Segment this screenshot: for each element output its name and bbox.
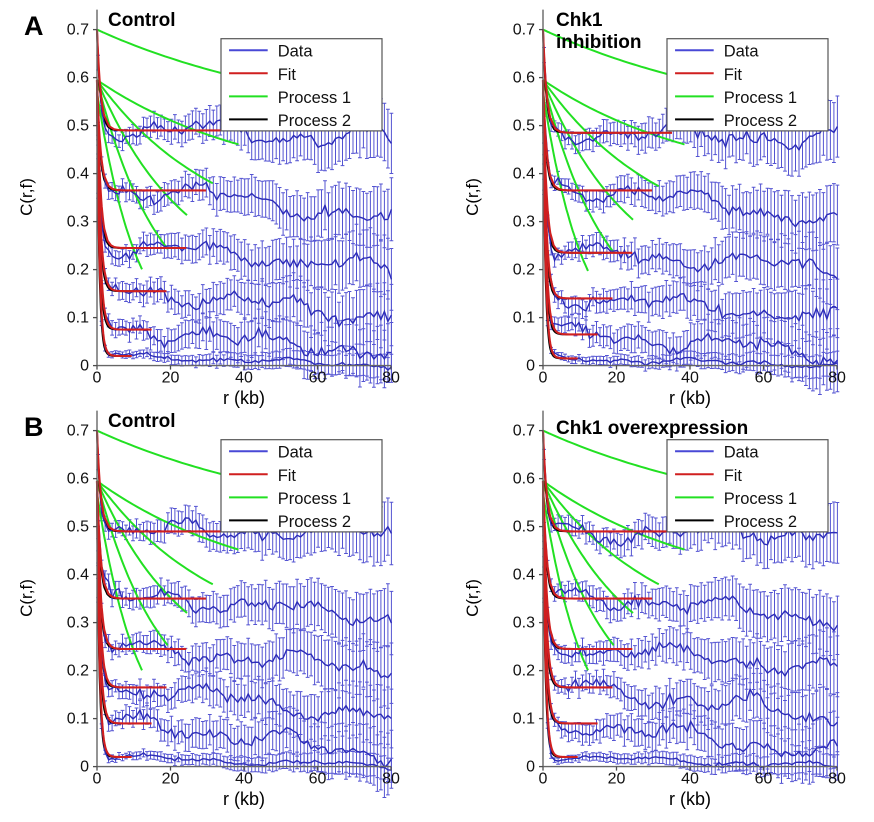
- svg-text:Process 1: Process 1: [278, 89, 351, 107]
- svg-text:Chk1 overexpression: Chk1 overexpression: [556, 418, 748, 439]
- svg-text:Control: Control: [108, 411, 176, 432]
- svg-text:0.4: 0.4: [513, 166, 535, 183]
- svg-text:Fit: Fit: [724, 467, 743, 485]
- svg-text:0: 0: [526, 759, 535, 776]
- svg-text:0.5: 0.5: [513, 118, 535, 135]
- svg-text:0: 0: [80, 358, 89, 375]
- svg-text:r (kb): r (kb): [669, 789, 711, 809]
- svg-text:Process 2: Process 2: [724, 112, 797, 130]
- svg-text:0.2: 0.2: [513, 663, 535, 680]
- svg-text:Data: Data: [278, 444, 314, 462]
- svg-text:Data: Data: [724, 43, 760, 61]
- svg-text:0.5: 0.5: [67, 519, 89, 536]
- svg-text:0.2: 0.2: [513, 262, 535, 279]
- svg-text:r (kb): r (kb): [669, 388, 711, 408]
- svg-text:Process 1: Process 1: [278, 490, 351, 508]
- svg-text:40: 40: [235, 771, 253, 788]
- svg-text:0: 0: [539, 771, 548, 788]
- svg-text:20: 20: [162, 771, 180, 788]
- svg-text:80: 80: [382, 771, 400, 788]
- svg-text:C(r,f): C(r,f): [463, 178, 482, 216]
- svg-text:0.6: 0.6: [67, 70, 89, 87]
- svg-text:C(r,f): C(r,f): [17, 579, 36, 617]
- svg-text:r (kb): r (kb): [223, 789, 265, 809]
- svg-text:Chk1: Chk1: [556, 10, 603, 31]
- svg-text:Process 2: Process 2: [278, 513, 351, 531]
- svg-text:20: 20: [608, 370, 626, 387]
- svg-text:60: 60: [309, 771, 327, 788]
- svg-text:Fit: Fit: [278, 66, 297, 84]
- svg-text:40: 40: [681, 771, 699, 788]
- svg-text:0.5: 0.5: [67, 118, 89, 135]
- svg-text:C(r,f): C(r,f): [17, 178, 36, 216]
- svg-text:Process 1: Process 1: [724, 89, 797, 107]
- svg-text:60: 60: [755, 370, 773, 387]
- svg-text:Control: Control: [108, 10, 176, 31]
- svg-text:80: 80: [382, 370, 400, 387]
- svg-text:0.3: 0.3: [67, 615, 89, 632]
- svg-text:0.6: 0.6: [67, 471, 89, 488]
- svg-text:0: 0: [539, 370, 548, 387]
- svg-text:80: 80: [828, 771, 846, 788]
- svg-text:Data: Data: [724, 444, 760, 462]
- svg-text:0: 0: [93, 771, 102, 788]
- svg-text:inhibition: inhibition: [556, 32, 641, 53]
- svg-text:Process 2: Process 2: [278, 112, 351, 130]
- svg-text:0: 0: [526, 358, 535, 375]
- svg-text:20: 20: [162, 370, 180, 387]
- svg-text:0.4: 0.4: [67, 166, 89, 183]
- svg-text:0.1: 0.1: [513, 310, 535, 327]
- svg-text:0.1: 0.1: [67, 310, 89, 327]
- svg-text:0.3: 0.3: [513, 214, 535, 231]
- svg-text:0.5: 0.5: [513, 519, 535, 536]
- svg-text:0.6: 0.6: [513, 471, 535, 488]
- svg-text:0.7: 0.7: [513, 423, 535, 440]
- svg-text:Process 2: Process 2: [724, 513, 797, 531]
- svg-text:40: 40: [681, 370, 699, 387]
- svg-text:0.4: 0.4: [513, 567, 535, 584]
- svg-text:0.6: 0.6: [513, 70, 535, 87]
- svg-text:60: 60: [309, 370, 327, 387]
- svg-text:0.1: 0.1: [67, 711, 89, 728]
- svg-text:Fit: Fit: [724, 66, 743, 84]
- svg-text:C(r,f): C(r,f): [463, 579, 482, 617]
- svg-text:Data: Data: [278, 43, 314, 61]
- svg-text:0: 0: [80, 759, 89, 776]
- svg-text:r (kb): r (kb): [223, 388, 265, 408]
- svg-text:60: 60: [755, 771, 773, 788]
- svg-text:20: 20: [608, 771, 626, 788]
- svg-text:0: 0: [93, 370, 102, 387]
- svg-text:40: 40: [235, 370, 253, 387]
- svg-text:A: A: [24, 11, 44, 41]
- svg-text:Process 1: Process 1: [724, 490, 797, 508]
- svg-text:0.4: 0.4: [67, 567, 89, 584]
- svg-text:0.3: 0.3: [67, 214, 89, 231]
- svg-text:0.7: 0.7: [67, 423, 89, 440]
- svg-text:0.7: 0.7: [67, 22, 89, 39]
- svg-text:0.2: 0.2: [67, 663, 89, 680]
- svg-text:0.1: 0.1: [513, 711, 535, 728]
- svg-text:80: 80: [828, 370, 846, 387]
- svg-text:0.3: 0.3: [513, 615, 535, 632]
- svg-text:B: B: [24, 412, 44, 442]
- svg-text:Fit: Fit: [278, 467, 297, 485]
- svg-text:0.7: 0.7: [513, 22, 535, 39]
- svg-text:0.2: 0.2: [67, 262, 89, 279]
